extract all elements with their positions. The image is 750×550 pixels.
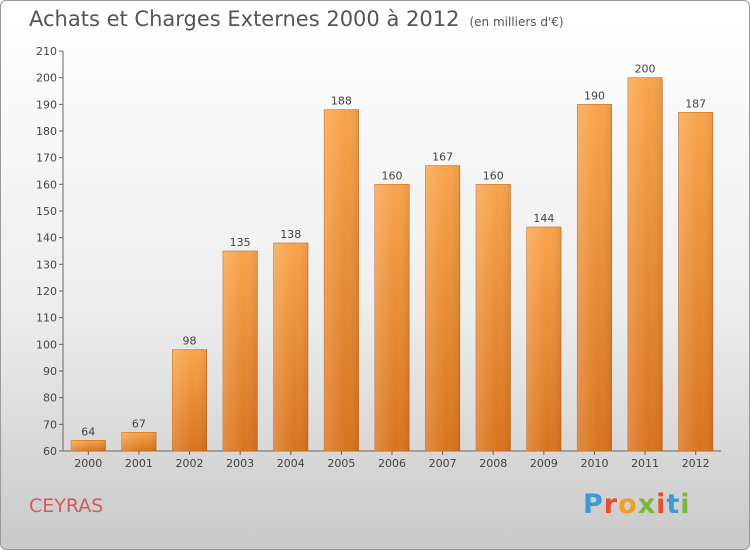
chart-bars (70, 77, 714, 452)
bar-shade-2010 (577, 104, 612, 451)
x-tick-label-2008: 2008 (479, 457, 507, 470)
commune-name: CEYRAS (29, 495, 104, 517)
value-label-2002: 98 (183, 335, 197, 348)
bar-shade-2012 (678, 112, 713, 451)
chart-title-block: Achats et Charges Externes 2000 à 2012 (e… (29, 7, 564, 31)
value-label-2006: 160 (382, 169, 403, 182)
value-label-2009: 144 (533, 212, 554, 225)
value-label-2001: 67 (132, 417, 146, 430)
value-label-2005: 188 (331, 95, 352, 108)
bar-shade-2006 (374, 184, 410, 452)
y-tick-label: 180 (36, 125, 57, 138)
chart-axes: 60 70 80 90 100 110 120 130 140 150 160 170 180 190 20… (36, 45, 721, 458)
chart-title: Achats et Charges Externes 2000 à 2012 (29, 7, 460, 31)
logo-letter: i (656, 489, 667, 520)
x-tick-label-2003: 2003 (226, 457, 254, 470)
proxiti-logo[interactable]: Proxiti (583, 489, 691, 520)
x-tick-label-2010: 2010 (580, 457, 608, 470)
x-tick-label-2009: 2009 (530, 457, 558, 470)
logo-letter: P (583, 489, 604, 520)
x-tick-label-2007: 2007 (429, 457, 457, 470)
bar-shade-2000 (71, 440, 106, 451)
y-tick-label: 210 (36, 45, 57, 58)
chart-labels: 64 2000 67 2001 98 2002 135 2003 138 2004 188 2005 1… (74, 63, 709, 470)
y-tick-label: 140 (36, 232, 57, 245)
bar-shade-2005 (324, 109, 359, 452)
x-tick-label-2002: 2002 (176, 457, 204, 470)
value-label-2007: 167 (432, 151, 453, 164)
x-tick-label-2004: 2004 (277, 457, 305, 470)
y-tick-label: 160 (36, 178, 57, 191)
y-tick-label: 130 (36, 258, 57, 271)
value-label-2011: 200 (635, 63, 656, 76)
y-tick-label: 80 (43, 392, 57, 405)
y-tick-label: 90 (43, 365, 57, 378)
x-tick-label-2005: 2005 (327, 457, 355, 470)
y-tick-label: 120 (36, 285, 57, 298)
logo-letter: r (603, 489, 619, 520)
bar-shade-2011 (627, 77, 663, 452)
bar-shade-2002 (172, 349, 207, 451)
value-label-2000: 64 (81, 425, 95, 438)
y-tick-label: 150 (36, 205, 57, 218)
value-label-2012: 187 (685, 97, 706, 110)
logo-letter: o (618, 489, 638, 520)
x-tick-label-2006: 2006 (378, 457, 406, 470)
y-tick-label: 70 (43, 418, 57, 431)
chart-subtitle: (en milliers d'€) (469, 15, 564, 29)
bar-shade-2001 (121, 432, 157, 451)
y-tick-label: 110 (36, 312, 57, 325)
bar-shade-2007 (425, 165, 460, 451)
bar-shade-2003 (222, 251, 258, 451)
logo-letter: t (666, 489, 681, 520)
x-tick-label-2011: 2011 (631, 457, 659, 470)
x-tick-label-2001: 2001 (125, 457, 153, 470)
y-tick-label: 170 (36, 152, 57, 165)
logo-letter: i (680, 489, 691, 520)
value-label-2003: 135 (230, 236, 251, 249)
y-tick-label: 100 (36, 338, 57, 351)
bar-shade-2004 (273, 243, 308, 451)
bar-shade-2008 (476, 184, 511, 452)
x-tick-label-2000: 2000 (74, 457, 102, 470)
y-tick-label: 60 (43, 445, 57, 458)
x-tick-label-2012: 2012 (682, 457, 710, 470)
value-label-2008: 160 (483, 169, 504, 182)
logo-letter: x (637, 489, 657, 520)
y-tick-label: 190 (36, 98, 57, 111)
value-label-2010: 190 (584, 89, 605, 102)
bar-shade-2009 (526, 227, 562, 451)
value-label-2004: 138 (280, 228, 301, 241)
y-tick-label: 200 (36, 72, 57, 85)
